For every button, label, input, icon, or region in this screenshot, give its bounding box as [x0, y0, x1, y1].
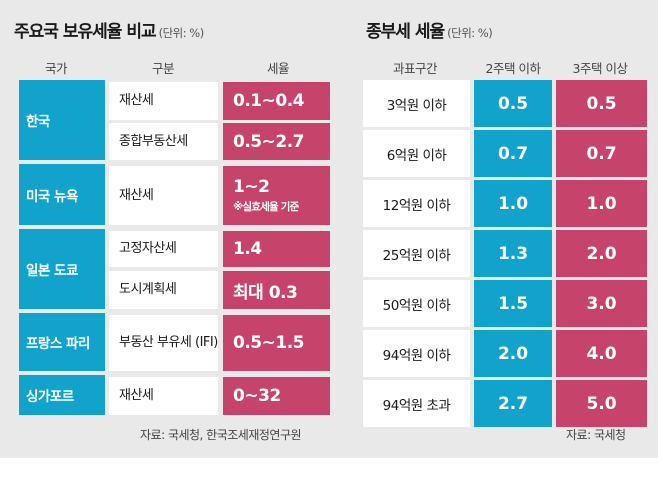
country-cell: 프랑스 파리 [19, 313, 105, 371]
bracket-cell: 12억원 이하 [363, 180, 470, 227]
right-table-unit: (단위: %) [447, 26, 493, 40]
rate-2-or-less-cell: 2.0 [474, 330, 552, 377]
bracket-cell: 6억원 이하 [363, 130, 470, 177]
header-rate: 세율 [266, 61, 290, 76]
rate-cell: 0.1~0.4 [223, 82, 330, 120]
right-source: 자료: 국세청 [566, 428, 626, 442]
rate-2-or-less-cell: 1.0 [474, 180, 552, 227]
country-cell: 싱가포르 [19, 375, 105, 415]
header-bracket: 과표구간 [392, 61, 438, 76]
rate-cell: 1.4 [223, 231, 330, 267]
bracket-cell: 50억원 이하 [363, 280, 470, 327]
rate-2-or-less-cell: 2.7 [474, 380, 552, 427]
rate-cell: 0.5~2.7 [223, 123, 330, 160]
rate-cell: 1~2 ※실효세율 기준 [223, 166, 330, 225]
type-cell: 도시계획세 [109, 271, 218, 309]
country-cell: 미국 뉴욕 [19, 164, 105, 225]
rate-3-or-more-cell: 1.0 [556, 180, 647, 227]
bracket-cell: 25억원 이하 [363, 230, 470, 277]
rate-3-or-more-cell: 5.0 [556, 380, 647, 427]
header-country: 국가 [44, 61, 68, 76]
left-source: 자료: 국세청, 한국조세재정연구원 [140, 428, 302, 442]
type-cell: 재산세 [109, 166, 218, 225]
type-cell: 부동산 부유세 (IFI) [109, 315, 218, 371]
header-series-2-or-less: 2주택 이하 [485, 61, 541, 76]
type-cell: 재산세 [109, 82, 218, 120]
bracket-cell: 94억원 이하 [363, 330, 470, 377]
rate-2-or-less-cell: 0.7 [474, 130, 552, 177]
rate-2-or-less-cell: 1.5 [474, 280, 552, 327]
country-cell: 일본 도쿄 [19, 229, 105, 309]
effective-rate-note: ※실효세율 기준 [233, 201, 299, 213]
rate-3-or-more-cell: 0.7 [556, 130, 647, 177]
bracket-cell: 3억원 이하 [363, 80, 470, 127]
header-type: 구분 [151, 61, 175, 76]
type-cell: 고정자산세 [109, 231, 218, 267]
right-table-title: 종부세 세율 (단위: %) [366, 22, 493, 42]
country-cell: 한국 [19, 80, 105, 160]
type-cell: 종합부동산세 [109, 123, 218, 160]
bracket-cell: 94억원 초과 [363, 380, 470, 427]
rate-2-or-less-cell: 1.3 [474, 230, 552, 277]
type-cell: 재산세 [109, 377, 218, 415]
rate-cell: 최대 0.3 [223, 271, 330, 309]
rate-3-or-more-cell: 3.0 [556, 280, 647, 327]
rate-cell: 0~32 [223, 377, 330, 415]
rate-3-or-more-cell: 4.0 [556, 330, 647, 377]
rate-3-or-more-cell: 0.5 [556, 80, 647, 127]
rate-3-or-more-cell: 2.0 [556, 230, 647, 277]
rate-cell: 0.5~1.5 [223, 315, 330, 371]
left-table-title: 주요국 보유세율 비교 (단위: %) [14, 22, 205, 42]
rate-2-or-less-cell: 0.5 [474, 80, 552, 127]
left-table-unit: (단위: %) [158, 26, 205, 40]
header-series-3-or-more: 3주택 이상 [572, 61, 628, 76]
